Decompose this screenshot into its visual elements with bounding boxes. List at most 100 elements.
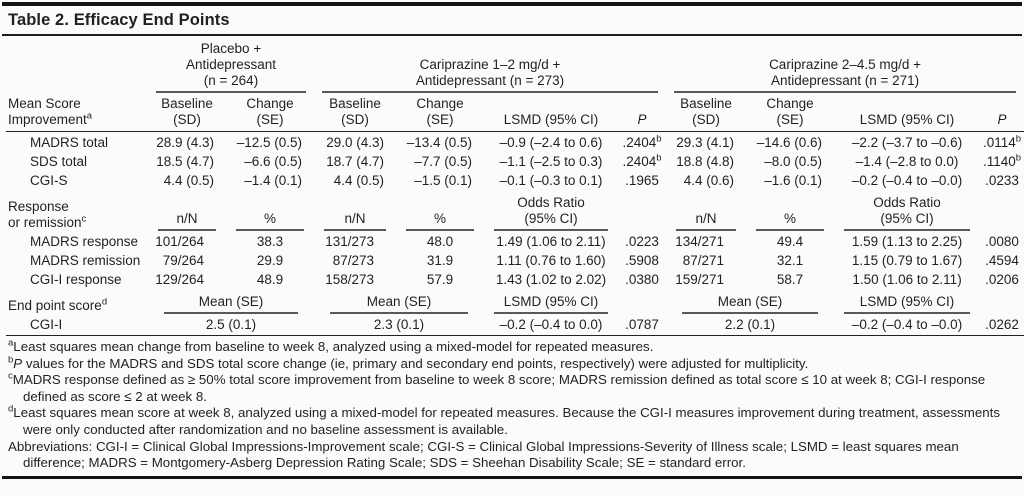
empty-cell	[980, 288, 1024, 314]
superscript: c	[8, 370, 13, 382]
pct-cell: 48.0	[426, 234, 454, 249]
col-lsmd: LSMD (95% CI)	[834, 93, 981, 132]
p-value-cell: .0262	[980, 314, 1024, 336]
superscript: b	[1015, 133, 1022, 145]
table-title: Table 2. Efficacy End Points	[8, 11, 230, 29]
efficacy-table: Placebo + Antidepressant (n = 264) Carip…	[6, 39, 1024, 336]
col-lsmd: LSMD (95% CI)	[834, 288, 980, 314]
group-placebo: Placebo + Antidepressant (n = 264)	[148, 39, 314, 93]
baseline-cell: 4.4 (0.6)	[683, 173, 735, 188]
change-cell: –6.6 (0.5)	[244, 154, 302, 169]
pct-cell: 31.9	[426, 253, 454, 268]
col-baseline-sd: Baseline (SD)	[148, 93, 226, 132]
col-baseline-sd: Baseline (SD)	[314, 93, 396, 132]
change-cell: –1.4 (0.1)	[244, 173, 302, 188]
baseline-cell: 4.4 (0.5)	[163, 173, 214, 188]
col-lsmd: LSMD (95% CI)	[484, 93, 618, 132]
table-row-madrs-remission: MADRS remission 79/264 29.9 87/273 31.9 …	[6, 250, 1024, 269]
change-cell: –7.7 (0.5)	[414, 154, 472, 169]
lsmd-cell: –1.1 (–2.5 to 0.3)	[499, 154, 603, 169]
row-label: SDS total	[30, 154, 88, 169]
p-value-cell: .1965	[625, 173, 659, 188]
lsmd-cell: –0.2 (–0.4 to –0.0)	[851, 173, 963, 188]
footnote-c: cMADRS response defined as ≥ 50% total s…	[8, 370, 986, 404]
footnotes: aLeast squares mean change from baseline…	[8, 337, 1016, 472]
baseline-cell: 18.5 (4.7)	[156, 154, 214, 169]
pct-cell: 58.7	[776, 272, 804, 287]
group-cariprazine-1-2-label: Cariprazine 1–2 mg/d + Antidepressant (n…	[322, 57, 659, 93]
nn-cell: 87/271	[682, 253, 725, 268]
baseline-cell: 18.7 (4.7)	[326, 154, 384, 169]
col-change-se: Change (SE)	[226, 93, 314, 132]
mean-cell: 2.3 (0.1)	[314, 314, 484, 336]
pct-cell: 29.9	[256, 253, 284, 268]
baseline-cell: 18.8 (4.8)	[676, 154, 735, 169]
superscript: b	[656, 133, 662, 145]
footnote-a: aLeast squares mean change from baseline…	[8, 337, 654, 354]
nn-cell: 101/264	[155, 234, 204, 249]
table-row-sds-total: SDS total 18.5 (4.7) –6.6 (0.5) 18.7 (4.…	[6, 151, 1024, 170]
odds-ratio-cell: 1.11 (0.76 to 1.60)	[496, 253, 606, 268]
col-change-se: Change (SE)	[746, 93, 835, 132]
col-mean-se: Mean (SE)	[666, 288, 834, 314]
top-rule	[2, 2, 1022, 6]
row-label: CGI-I response	[30, 272, 122, 287]
col-pct: %	[396, 189, 484, 231]
section-response-label: Response or remissionc	[8, 199, 87, 230]
footnote-b: bP values for the MADRS and SDS total sc…	[8, 354, 809, 371]
group-cariprazine-1-2: Cariprazine 1–2 mg/d + Antidepressant (n…	[314, 39, 666, 93]
col-nn: n/N	[666, 189, 746, 231]
superscript: a	[8, 337, 14, 349]
p-value-cell: .2404b	[622, 152, 662, 169]
p-value-cell: .5908	[625, 253, 659, 268]
nn-cell: 159/271	[675, 272, 725, 287]
section-endpoint-label: End point scored	[8, 296, 108, 313]
response-header-row: Response or remissionc n/N % n/N % Odds …	[6, 189, 1024, 231]
col-odds-ratio: Odds Ratio (95% CI)	[834, 189, 980, 231]
lsmd-cell: –0.2 (–0.4 to 0.0)	[484, 314, 618, 336]
nn-cell: 131/273	[325, 234, 374, 249]
table-row-madrs-response: MADRS response 101/264 38.3 131/273 48.0…	[6, 231, 1024, 250]
table-row-cgi-i-response: CGI-I response 129/264 48.9 158/273 57.9…	[6, 269, 1024, 288]
odds-ratio-cell: 1.15 (0.79 to 1.67)	[851, 253, 963, 268]
p-value-cell: .0787	[618, 314, 667, 336]
group-placebo-label: Placebo + Antidepressant (n = 264)	[156, 41, 306, 93]
empty-cell	[980, 189, 1024, 231]
group-cariprazine-2-45: Cariprazine 2–4.5 mg/d + Antidepressant …	[666, 39, 1024, 93]
lsmd-cell: –1.4 (–2.8 to 0.0)	[855, 154, 959, 169]
col-pct: %	[226, 189, 314, 231]
pct-cell: 32.1	[776, 253, 804, 268]
section-mean-score-label: Mean Score Improvementa	[6, 93, 148, 132]
superscript: d	[8, 403, 14, 415]
title-rule	[2, 34, 1022, 36]
superscript: a	[86, 110, 93, 122]
change-cell: –1.6 (0.1)	[764, 173, 823, 188]
row-label: MADRS response	[30, 234, 139, 249]
footnote-abbreviations: Abbreviations: CGI-I = Clinical Global I…	[8, 438, 959, 471]
group-header-row: Placebo + Antidepressant (n = 264) Carip…	[6, 39, 1024, 93]
p-value-cell: .1140b	[983, 152, 1022, 169]
odds-ratio-cell: 1.59 (1.13 to 2.25)	[851, 234, 963, 249]
p-value-cell: .0233	[985, 173, 1019, 188]
footnote-d: dLeast squares mean score at week 8, ana…	[8, 403, 1000, 437]
superscript: c	[81, 213, 87, 225]
group-cariprazine-2-45-label: Cariprazine 2–4.5 mg/d + Antidepressant …	[674, 57, 1017, 93]
p-value-cell: .0223	[625, 234, 659, 249]
change-cell: –14.6 (0.6)	[756, 135, 823, 150]
change-cell: –8.0 (0.5)	[764, 154, 823, 169]
bottom-rule	[2, 475, 1022, 479]
baseline-cell: 28.9 (4.3)	[156, 135, 214, 150]
row-label: CGI-S	[30, 173, 68, 188]
superscript: d	[101, 296, 108, 308]
pct-cell: 38.3	[256, 234, 284, 249]
col-change-se: Change (SE)	[396, 93, 484, 132]
col-lsmd: LSMD (95% CI)	[484, 288, 618, 314]
p-value-cell: .0380	[625, 272, 659, 287]
pct-cell: 57.9	[426, 272, 454, 287]
change-cell: –13.4 (0.5)	[406, 135, 472, 150]
lsmd-cell: –2.2 (–3.7 to –0.6)	[851, 135, 963, 150]
col-p: P	[980, 93, 1024, 132]
odds-ratio-cell: 1.50 (1.06 to 2.11)	[852, 272, 962, 287]
change-cell: –1.5 (0.1)	[414, 173, 472, 188]
row-label: MADRS remission	[30, 253, 141, 268]
